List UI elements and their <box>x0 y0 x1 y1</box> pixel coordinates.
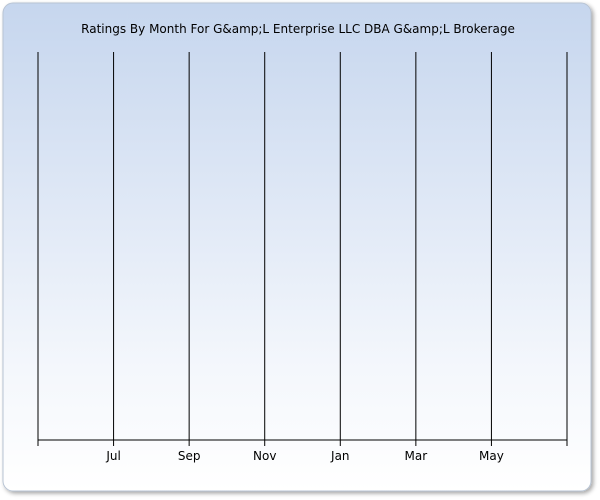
chart-title: Ratings By Month For G&amp;L Enterprise … <box>81 22 515 36</box>
x-tick-label: Nov <box>253 449 276 463</box>
chart-panel <box>2 2 592 492</box>
x-tick-label: Jul <box>105 449 120 463</box>
x-tick-label: Jan <box>330 449 350 463</box>
x-tick-label: Sep <box>178 449 201 463</box>
x-tick-label: May <box>479 449 504 463</box>
x-tick-label: Mar <box>405 449 428 463</box>
